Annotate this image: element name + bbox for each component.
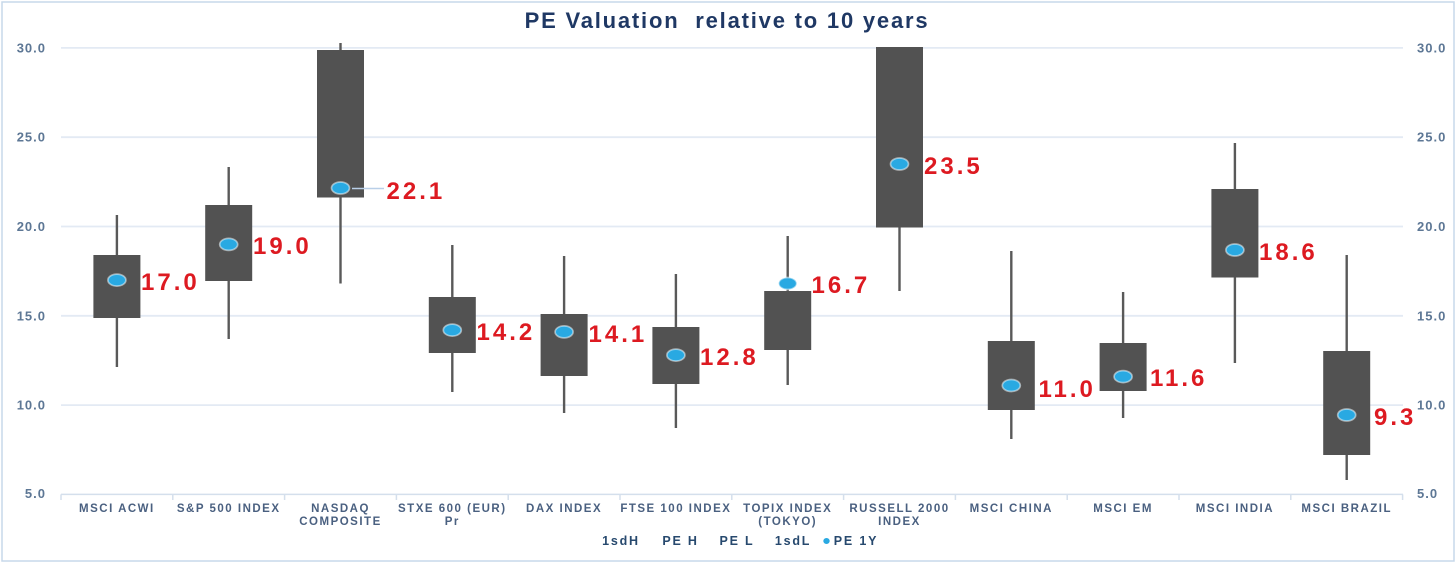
svg-text:30.0: 30.0 [1417,40,1446,55]
svg-text:19.0: 19.0 [253,233,312,260]
svg-text:MSCI BRAZIL: MSCI BRAZIL [1301,503,1392,515]
svg-text:Pr: Pr [445,516,460,528]
svg-text:MSCI INDIA: MSCI INDIA [1196,503,1274,515]
svg-text:FTSE 100 INDEX: FTSE 100 INDEX [620,503,731,515]
svg-text:RUSSELL 2000: RUSSELL 2000 [849,503,949,515]
svg-text:14.2: 14.2 [477,319,536,346]
svg-text:15.0: 15.0 [17,308,46,323]
svg-text:STXE 600 (EUR): STXE 600 (EUR) [398,503,507,515]
svg-text:TOPIX INDEX: TOPIX INDEX [743,503,832,515]
svg-text:23.5: 23.5 [924,153,983,180]
svg-text:1sdL: 1sdL [775,534,811,548]
svg-text:16.7: 16.7 [812,272,871,299]
svg-text:PE L: PE L [720,534,755,548]
svg-text:15.0: 15.0 [1417,308,1446,323]
svg-text:10.0: 10.0 [1417,398,1446,413]
svg-text:PE H: PE H [662,534,698,548]
svg-text:30.0: 30.0 [17,40,46,55]
svg-text:9.3: 9.3 [1374,404,1416,431]
svg-text:20.0: 20.0 [1417,219,1446,234]
svg-text:17.0: 17.0 [141,269,200,296]
svg-text:(TOKYO): (TOKYO) [758,516,817,528]
svg-text:NASDAQ: NASDAQ [311,503,370,515]
svg-text:20.0: 20.0 [17,219,46,234]
svg-text:18.6: 18.6 [1259,239,1318,266]
svg-text:11.6: 11.6 [1150,365,1207,392]
svg-text:22.1: 22.1 [387,178,446,205]
svg-text:12.8: 12.8 [700,344,759,371]
svg-text:MSCI ACWI: MSCI ACWI [79,503,155,515]
svg-text:25.0: 25.0 [1417,130,1446,145]
svg-text:DAX INDEX: DAX INDEX [526,503,602,515]
svg-text:MSCI CHINA: MSCI CHINA [970,503,1053,515]
svg-text:INDEX: INDEX [878,516,921,528]
svg-text:PE 1Y: PE 1Y [834,534,878,548]
svg-text:COMPOSITE: COMPOSITE [299,516,382,528]
svg-text:5.0: 5.0 [1417,486,1438,501]
svg-text:11.0: 11.0 [1039,376,1096,403]
svg-text:PE Valuation relative to 10 y: PE Valuation relative to 10 years [525,8,930,33]
svg-text:1sdH: 1sdH [602,534,640,548]
svg-text:14.1: 14.1 [589,321,648,348]
svg-text:10.0: 10.0 [17,398,46,413]
svg-text:MSCI EM: MSCI EM [1093,503,1153,515]
svg-text:25.0: 25.0 [17,130,46,145]
svg-text:S&P 500 INDEX: S&P 500 INDEX [177,503,281,515]
svg-text:5.0: 5.0 [25,486,46,501]
